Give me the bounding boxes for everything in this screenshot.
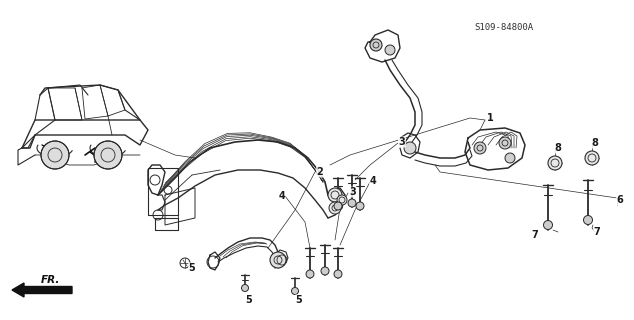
Text: S109-84800A: S109-84800A xyxy=(474,23,534,32)
Text: 7: 7 xyxy=(593,227,600,237)
Circle shape xyxy=(583,215,593,225)
Text: 4: 4 xyxy=(278,191,285,201)
Circle shape xyxy=(370,39,382,51)
Circle shape xyxy=(585,151,599,165)
Circle shape xyxy=(337,195,347,205)
FancyArrow shape xyxy=(12,283,72,297)
Circle shape xyxy=(270,252,286,268)
Text: FR.: FR. xyxy=(41,275,61,285)
Text: 8: 8 xyxy=(592,138,598,148)
Text: 8: 8 xyxy=(555,143,562,153)
Circle shape xyxy=(321,267,329,275)
Circle shape xyxy=(41,141,69,169)
Text: 3: 3 xyxy=(399,137,405,147)
Circle shape xyxy=(356,202,364,210)
Text: 5: 5 xyxy=(189,263,195,273)
Circle shape xyxy=(548,156,562,170)
Text: 5: 5 xyxy=(245,295,252,305)
Text: 4: 4 xyxy=(370,176,377,186)
Circle shape xyxy=(334,202,342,210)
Text: 1: 1 xyxy=(487,113,493,123)
Circle shape xyxy=(404,142,416,154)
Circle shape xyxy=(242,284,249,292)
Circle shape xyxy=(306,270,314,278)
Text: 2: 2 xyxy=(316,167,323,177)
Circle shape xyxy=(329,202,341,214)
Circle shape xyxy=(505,153,515,163)
Circle shape xyxy=(328,188,342,202)
Circle shape xyxy=(499,137,511,149)
Text: 5: 5 xyxy=(295,295,302,305)
Text: 7: 7 xyxy=(532,230,538,240)
Circle shape xyxy=(474,142,486,154)
Circle shape xyxy=(94,141,122,169)
Circle shape xyxy=(334,270,342,278)
Circle shape xyxy=(543,220,552,229)
Circle shape xyxy=(292,287,299,294)
Text: 6: 6 xyxy=(617,195,623,205)
Circle shape xyxy=(348,199,356,207)
Text: 3: 3 xyxy=(349,187,356,197)
Circle shape xyxy=(385,45,395,55)
